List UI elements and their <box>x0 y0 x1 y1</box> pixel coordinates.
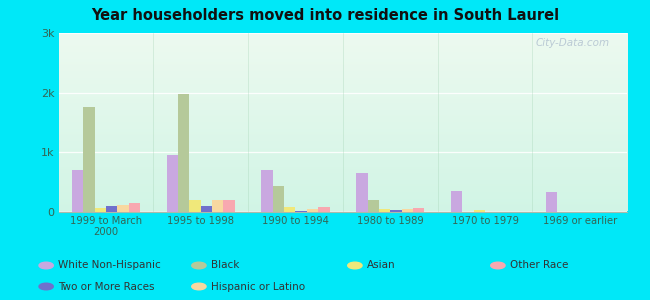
Bar <box>356 173 367 212</box>
Bar <box>129 202 140 211</box>
Text: Asian: Asian <box>367 260 396 271</box>
Bar <box>261 170 273 212</box>
Bar <box>178 94 189 212</box>
Text: Two or More Races: Two or More Races <box>58 281 155 292</box>
Bar <box>546 192 557 212</box>
Text: White Non-Hispanic: White Non-Hispanic <box>58 260 161 271</box>
Bar <box>117 205 129 211</box>
Bar <box>318 207 330 212</box>
Bar <box>273 186 284 212</box>
Bar <box>451 191 462 212</box>
Bar <box>72 170 83 212</box>
Text: Hispanic or Latino: Hispanic or Latino <box>211 281 306 292</box>
Text: Other Race: Other Race <box>510 260 569 271</box>
Bar <box>390 210 402 211</box>
Bar <box>212 200 224 212</box>
Bar <box>83 107 94 212</box>
Bar <box>94 208 106 211</box>
Bar <box>284 207 296 212</box>
Text: Year householders moved into residence in South Laurel: Year householders moved into residence i… <box>91 8 559 22</box>
Bar <box>189 200 201 211</box>
Bar <box>106 206 117 212</box>
Bar <box>201 206 212 212</box>
Text: City-Data.com: City-Data.com <box>536 38 610 48</box>
Bar <box>474 210 485 212</box>
Bar <box>367 200 379 211</box>
Bar <box>402 209 413 212</box>
Bar <box>224 200 235 211</box>
Bar <box>379 208 390 211</box>
Text: Black: Black <box>211 260 240 271</box>
Bar <box>307 208 318 211</box>
Bar <box>166 155 178 211</box>
Bar <box>413 208 424 211</box>
